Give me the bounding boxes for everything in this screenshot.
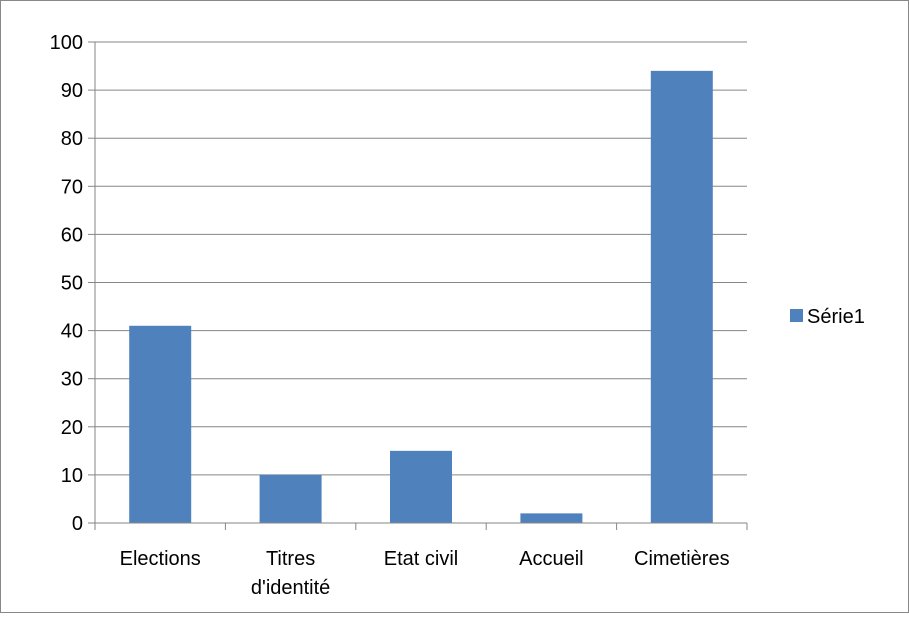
legend: Série1 xyxy=(790,306,865,328)
y-tick-label: 30 xyxy=(61,369,83,391)
y-tick-label: 0 xyxy=(72,513,83,535)
bar xyxy=(129,325,192,523)
y-tick-label: 70 xyxy=(61,176,83,198)
x-tick-label: Accueil xyxy=(519,548,583,570)
x-tick-label: Cimetières xyxy=(634,548,730,570)
y-tick-labels: 0 10 20 30 40 50 60 70 80 90 100 xyxy=(50,32,83,535)
bar xyxy=(520,513,583,523)
bars xyxy=(129,70,713,524)
x-tick-label: Etat civil xyxy=(384,548,458,570)
gridlines xyxy=(95,41,747,476)
axes xyxy=(88,41,748,530)
legend-swatch xyxy=(790,309,803,322)
bar xyxy=(650,70,713,524)
y-tick-label: 10 xyxy=(61,465,83,487)
x-tick-label: Titres d'identité xyxy=(251,548,330,599)
legend-label-serie1: Série1 xyxy=(807,306,865,328)
y-tick-label: 60 xyxy=(61,224,83,246)
x-tick-label: Elections xyxy=(120,548,201,570)
y-tick-label: 90 xyxy=(61,80,83,102)
bar xyxy=(390,450,452,523)
y-tick-label: 20 xyxy=(61,417,83,439)
x-tick-labels: Elections Titres d'identité Etat civil Accue… xyxy=(120,548,730,599)
y-tick-label: 50 xyxy=(61,273,83,295)
y-tick-label: 80 xyxy=(61,128,83,150)
y-tick-label: 100 xyxy=(50,32,83,54)
bar xyxy=(259,474,322,523)
y-tick-label: 40 xyxy=(61,321,83,343)
